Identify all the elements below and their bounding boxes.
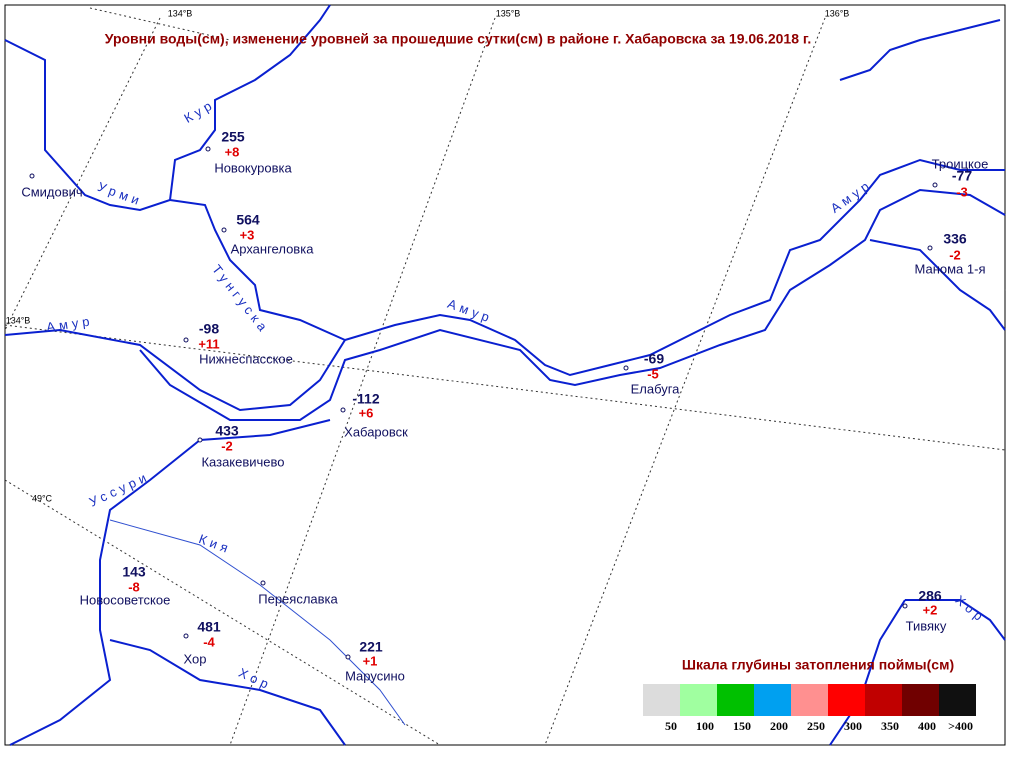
station-change: -5 [647, 366, 659, 381]
station-marker [927, 245, 933, 251]
station-marker [205, 146, 211, 152]
graticule [4, 7, 1006, 746]
legend-label: 100 [696, 719, 714, 733]
station-change: -2 [949, 247, 961, 262]
legend-label: 400 [918, 719, 936, 733]
station-level: -98 [199, 321, 219, 337]
station-marker [340, 407, 346, 413]
legend-label: 150 [733, 719, 751, 733]
station-level: 564 [236, 212, 260, 228]
station-marker [623, 365, 629, 371]
station-change: +2 [923, 602, 938, 617]
station-level: 433 [215, 423, 239, 439]
station-name: Хор [184, 651, 207, 666]
legend-swatch [865, 684, 902, 716]
station-level: 255 [221, 129, 245, 145]
station-marker [183, 633, 189, 639]
station-level: 143 [122, 564, 146, 580]
legend-label: 250 [807, 719, 825, 733]
station-level: 286 [918, 588, 942, 604]
legend-label: 200 [770, 719, 788, 733]
station-name: Марусино [345, 668, 405, 683]
legend-swatch [717, 684, 754, 716]
station-marker [345, 654, 351, 660]
station-change: -3 [956, 184, 968, 199]
station-name: Манома 1-я [915, 261, 986, 276]
legend-title: Шкала глубины затопления поймы(см) [682, 657, 954, 673]
rivers [4, 4, 1006, 746]
station-level: 336 [943, 231, 967, 247]
station-marker [197, 437, 203, 443]
station-marker [902, 603, 908, 609]
station-level: -77 [952, 168, 972, 184]
graticule-label: 49°С [32, 493, 53, 503]
legend: Шкала глубины затопления поймы(см) 50 100… [643, 657, 976, 733]
station-level: 221 [359, 639, 383, 655]
station-marker [29, 173, 35, 179]
station-change: +6 [359, 405, 374, 420]
legend-label: 50 [665, 719, 677, 733]
river-label: Амур [45, 313, 94, 334]
station-name: Хабаровск [344, 424, 408, 439]
legend-label: 350 [881, 719, 899, 733]
graticule-label: 134°В [168, 8, 193, 18]
station-change: -8 [128, 579, 140, 594]
station-level: -112 [352, 391, 379, 407]
legend-swatch [828, 684, 865, 716]
station-name: Казакевичево [201, 454, 284, 469]
station-level: 481 [197, 619, 221, 635]
map-title: Уровни воды(см), изменение уровней за пр… [105, 31, 811, 47]
station-change: +8 [225, 144, 240, 159]
station-change: +1 [363, 653, 378, 668]
station-change: +3 [240, 227, 255, 242]
legend-swatch [680, 684, 717, 716]
map-frame [4, 4, 1006, 746]
station-name: Переяславка [258, 591, 338, 606]
station-name: Тивяку [906, 618, 947, 633]
station-name: Архангеловка [231, 241, 315, 256]
legend-swatch [902, 684, 939, 716]
station-change: +11 [198, 336, 219, 351]
station-marker [932, 182, 938, 188]
station-marker [221, 227, 227, 233]
station-change: -2 [221, 438, 233, 453]
graticule-label: 135°В [496, 8, 521, 18]
station-name: Смидович [21, 184, 82, 199]
station-level: -69 [644, 351, 664, 367]
station-name: Новокуровка [214, 160, 292, 175]
graticule-label: 134°В [6, 315, 31, 325]
station-change: -4 [203, 634, 215, 649]
legend-label: 300 [844, 719, 862, 733]
legend-swatch [939, 684, 976, 716]
station-name: Нижнеспасское [199, 351, 293, 366]
legend-swatch [791, 684, 828, 716]
station-marker [260, 580, 266, 586]
graticule-label: 136°В [825, 8, 850, 18]
station-marker [183, 337, 189, 343]
legend-swatch [643, 684, 680, 716]
legend-swatch [754, 684, 791, 716]
station-name: Новосоветское [80, 592, 171, 607]
station-name: Троицкое [932, 156, 989, 171]
station-name: Елабуга [631, 381, 681, 396]
legend-label: >400 [948, 719, 973, 733]
